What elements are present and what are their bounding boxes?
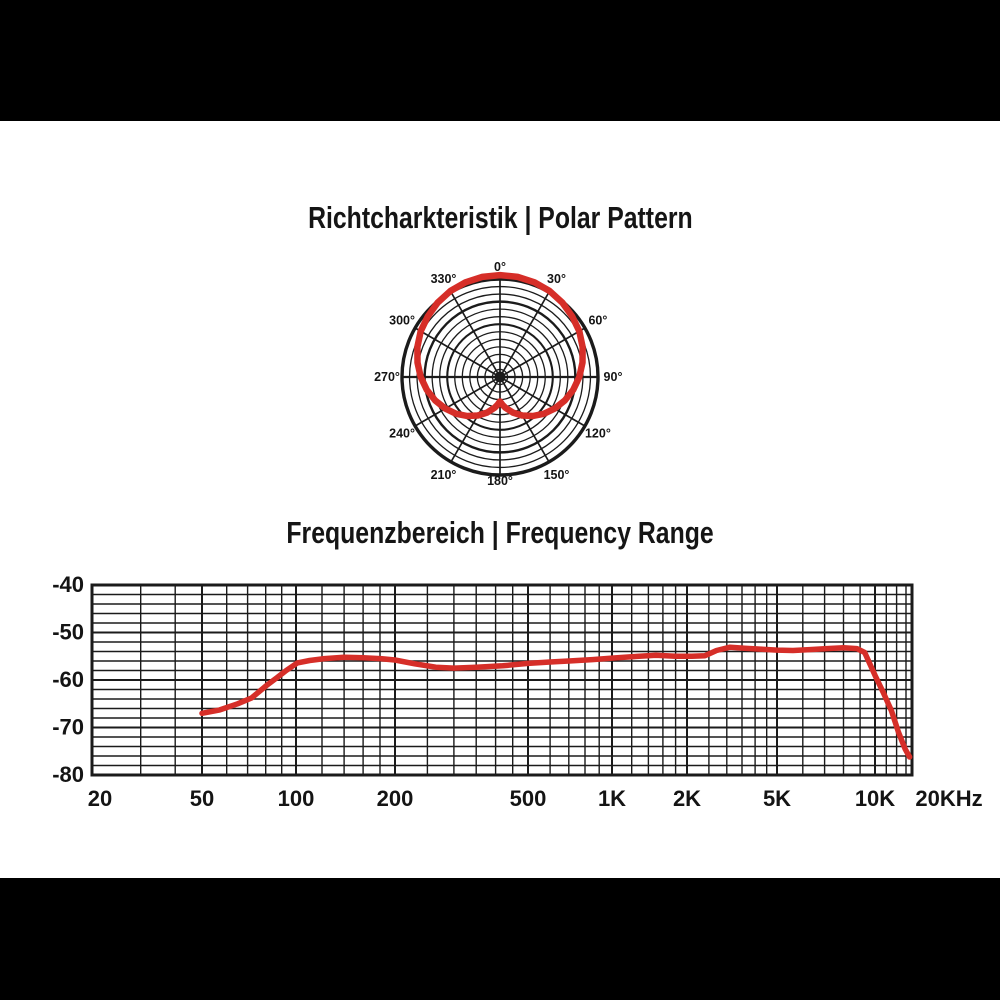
polar-angle-label: 330° <box>431 272 457 286</box>
polar-pattern-title: Richtcharkteristik | Polar Pattern <box>0 202 1000 234</box>
polar-angle-label: 120° <box>585 427 611 441</box>
polar-spoke <box>414 327 501 378</box>
freq-y-tick-label: -70 <box>52 715 84 740</box>
polar-angle-label: 270° <box>374 370 400 384</box>
polar-spoke <box>450 376 501 463</box>
polar-spoke <box>499 327 586 378</box>
freq-plot-frame <box>90 583 914 777</box>
polar-center-hub <box>494 371 506 383</box>
frequency-range-title-text: Frequenzbereich | Frequency Range <box>286 515 714 550</box>
freq-y-tick-label: -40 <box>52 572 84 597</box>
freq-response-curve <box>199 644 913 760</box>
polar-pattern-title-text: Richtcharkteristik | Polar Pattern <box>307 200 693 235</box>
content-area <box>0 121 1000 878</box>
freq-y-tick-label: -60 <box>52 667 84 692</box>
letterbox-top <box>0 0 1000 121</box>
freq-x-tick-label: 500 <box>510 786 547 811</box>
polar-spoke <box>499 291 550 378</box>
freq-x-tick-label: 1K <box>598 786 626 811</box>
polar-angle-label: 300° <box>389 314 415 328</box>
letterbox-bottom <box>0 878 1000 1000</box>
freq-y-tick-label: -80 <box>52 762 84 787</box>
freq-x-tick-label: 50 <box>190 786 214 811</box>
polar-angle-label: 90° <box>604 370 623 384</box>
polar-angle-label: 150° <box>544 468 570 482</box>
polar-angle-label: 240° <box>389 427 415 441</box>
polar-angle-label: 60° <box>588 314 607 328</box>
freq-x-tick-label: 5K <box>763 786 791 811</box>
polar-spoke <box>499 376 586 427</box>
polar-angle-label: 210° <box>431 468 457 482</box>
polar-spoke <box>414 376 501 427</box>
freq-y-tick-label: -50 <box>52 620 84 645</box>
freq-x-tick-label: 10K <box>855 786 895 811</box>
freq-x-tick-label: 2K <box>673 786 701 811</box>
freq-x-tick-label: 20 <box>88 786 112 811</box>
polar-angle-label: 0° <box>494 260 506 274</box>
polar-spoke <box>450 291 501 378</box>
polar-spoke <box>499 376 550 463</box>
polar-angle-label: 180° <box>487 474 513 488</box>
freq-x-tick-label: 100 <box>278 786 315 811</box>
frequency-range-title: Frequenzbereich | Frequency Range <box>0 517 1000 549</box>
freq-x-tick-label: 200 <box>377 786 414 811</box>
polar-angle-label: 30° <box>547 272 566 286</box>
polar-response-curve <box>414 271 586 420</box>
freq-x-tick-label: 20KHz <box>915 786 982 811</box>
